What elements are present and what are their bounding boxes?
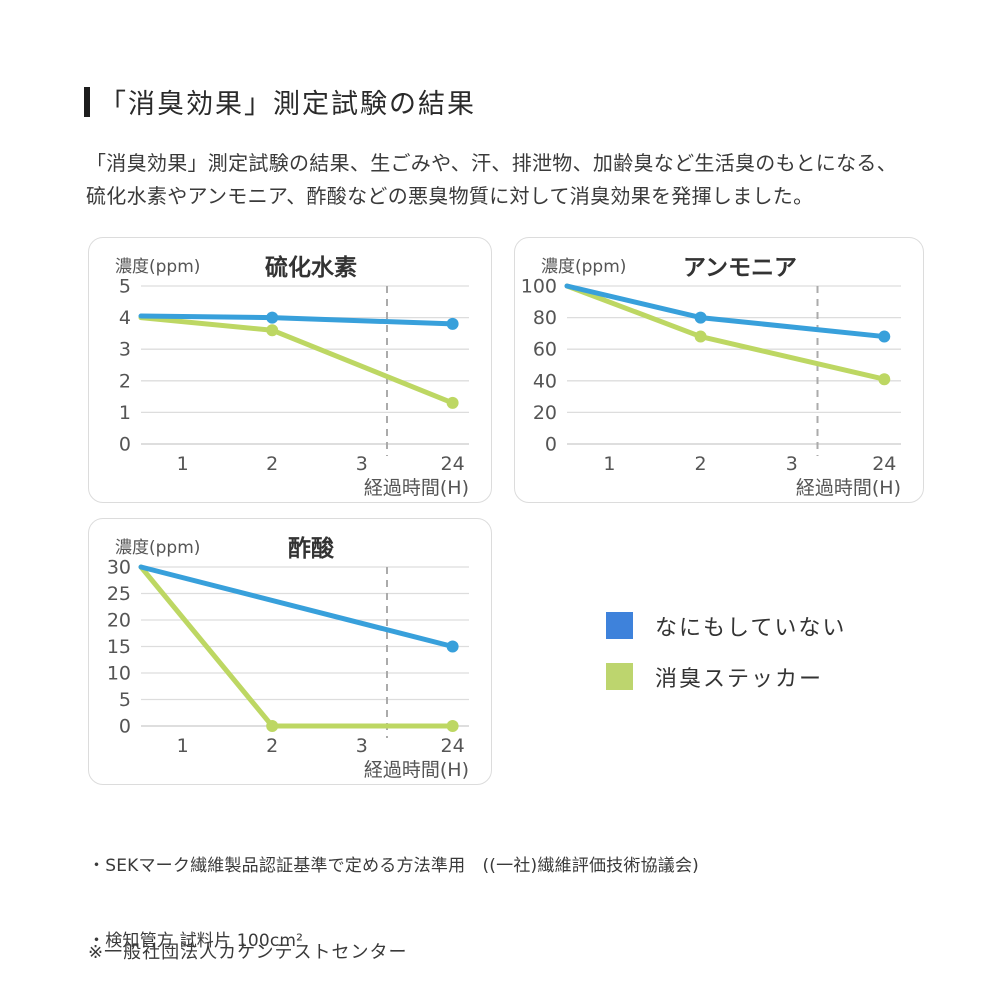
x-tick-label: 2 <box>266 735 278 757</box>
y-tick-label: 0 <box>119 716 131 738</box>
intro-line-2: 硫化水素やアンモニア、酢酸などの悪臭物質に対して消臭効果を発揮しました。 <box>86 184 814 208</box>
x-tick-label: 24 <box>441 453 465 475</box>
y-tick-label: 15 <box>107 636 131 658</box>
y-tick-label: 5 <box>119 689 131 711</box>
data-point-green <box>446 396 459 409</box>
legend-swatch-blue <box>606 612 633 639</box>
heading-accent-bar <box>84 86 90 117</box>
data-point-green <box>266 720 279 732</box>
y-tick-label: 0 <box>545 434 557 456</box>
y-tick-label: 100 <box>521 276 557 298</box>
x-tick-label: 3 <box>356 735 368 757</box>
chart-title: アンモニア <box>683 255 797 281</box>
y-tick-label: 4 <box>119 307 131 329</box>
y-tick-label: 20 <box>533 402 557 424</box>
intro-line-1: 「消臭効果」測定試験の結果、生ごみや、汗、排泄物、加齢臭など生活臭のもとになる、 <box>86 151 897 175</box>
data-point-blue <box>446 317 459 330</box>
chart-panel-ammonia: 濃度(ppm) アンモニア 0 20 40 60 80 100 1 2 3 24 経過時間(H) <box>514 237 924 503</box>
page-heading: 「消臭効果」測定試験の結果 <box>84 82 476 121</box>
chart-panel-acetic-acid: 濃度(ppm) 酢酸 0 5 10 15 20 25 30 1 2 3 24 経過時間(H) <box>88 518 492 785</box>
y-tick-label: 1 <box>119 402 131 424</box>
legend-label: なにもしていない <box>655 615 847 641</box>
series-line-blue <box>564 283 887 340</box>
footnotes: ・SEKマーク繊維製品認証基準で定める方法準用 ((一社)繊維評価技術協議会) … <box>88 804 777 1000</box>
x-tick-label: 24 <box>441 735 465 757</box>
x-axis-label: 経過時間(H) <box>364 759 469 781</box>
legend-item-deodorant-sticker: 消臭ステッカー <box>606 663 846 692</box>
y-tick-label: 0 <box>119 434 131 456</box>
data-point-green <box>878 373 891 386</box>
x-tick-label: 2 <box>266 453 278 475</box>
x-tick-label: 24 <box>872 453 896 475</box>
x-tick-label: 1 <box>177 735 189 757</box>
page-title: 「消臭効果」測定試験の結果 <box>99 89 476 120</box>
intro-paragraph: 「消臭効果」測定試験の結果、生ごみや、汗、排泄物、加齢臭など生活臭のもとになる、… <box>86 147 897 213</box>
legend-swatch-green <box>606 663 633 690</box>
footnote-line: ・検知管方 試料片 100cm² <box>88 931 304 951</box>
y-tick-label: 20 <box>107 610 131 632</box>
x-tick-label: 2 <box>695 453 707 475</box>
data-point-green <box>266 324 279 337</box>
source-note: ※一般社団法人カケンテストセンター <box>88 942 408 963</box>
data-point-blue <box>878 330 891 343</box>
y-tick-label: 5 <box>119 276 131 298</box>
x-tick-label: 1 <box>177 453 189 475</box>
y-tick-label: 30 <box>107 557 131 579</box>
chart-panel-hydrogen-sulfide: 濃度(ppm) 硫化水素 0 1 2 3 4 5 1 2 3 24 経過時間(H) <box>88 237 492 503</box>
legend-label: 消臭ステッカー <box>655 666 824 692</box>
chart-title: 硫化水素 <box>265 254 357 281</box>
x-tick-label: 3 <box>786 453 798 475</box>
x-tick-label: 1 <box>603 453 615 475</box>
chart-legend: なにもしていない 消臭ステッカー <box>606 612 846 714</box>
y-tick-label: 25 <box>107 583 131 605</box>
y-tick-label: 2 <box>119 370 131 392</box>
footnote-line: ・SEKマーク繊維製品認証基準で定める方法準用 ((一社)繊維評価技術協議会) <box>88 856 700 876</box>
data-point-green <box>694 330 707 343</box>
y-axis-label: 濃度(ppm) <box>541 257 626 277</box>
data-point-blue <box>694 311 707 324</box>
y-tick-label: 40 <box>533 370 557 392</box>
legend-item-untreated: なにもしていない <box>606 612 847 641</box>
y-tick-label: 3 <box>119 339 131 361</box>
data-point-green <box>446 720 459 732</box>
y-tick-label: 10 <box>107 663 131 685</box>
data-point-blue <box>446 640 459 653</box>
x-axis-label: 経過時間(H) <box>796 477 901 499</box>
y-axis-label: 濃度(ppm) <box>115 538 200 558</box>
chart-title: 酢酸 <box>288 536 335 562</box>
series-line-blue <box>138 564 456 649</box>
x-tick-label: 3 <box>356 453 368 475</box>
y-tick-label: 60 <box>533 339 557 361</box>
y-tick-label: 80 <box>533 307 557 329</box>
series-line-green <box>138 315 456 406</box>
x-axis-label: 経過時間(H) <box>364 477 469 499</box>
data-point-blue <box>266 311 279 324</box>
y-axis-label: 濃度(ppm) <box>115 257 200 277</box>
